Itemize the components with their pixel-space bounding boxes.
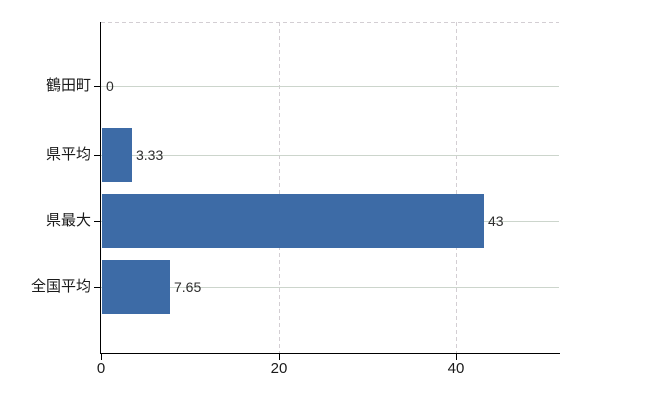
y-axis-tick [94, 155, 100, 156]
bar [102, 194, 484, 248]
category-label: 全国平均 [30, 278, 91, 295]
horizontal-gridline [101, 86, 559, 87]
y-axis-line [100, 22, 101, 354]
x-axis-tick [279, 354, 280, 360]
x-tick-label: 0 [96, 360, 106, 377]
vertical-gridline [279, 22, 280, 353]
vertical-gridline [456, 22, 457, 353]
horizontal-gridline [101, 287, 559, 288]
bar-value-label: 7.65 [174, 279, 202, 295]
bar [102, 128, 132, 182]
x-axis-line [100, 353, 560, 354]
category-label: 県最大 [45, 212, 91, 229]
bar-value-label: 3.33 [136, 147, 164, 163]
plot-top-border [101, 22, 559, 23]
bar [102, 260, 170, 314]
category-label: 鶴田町 [45, 77, 91, 94]
category-label: 県平均 [45, 146, 91, 163]
horizontal-gridline [101, 155, 559, 156]
x-tick-label: 20 [270, 360, 288, 377]
x-tick-label: 40 [447, 360, 465, 377]
y-axis-tick [94, 221, 100, 222]
y-axis-tick [94, 86, 100, 87]
bar-value-label: 43 [488, 213, 504, 229]
bar-value-label: 0 [106, 78, 114, 94]
y-axis-tick [94, 287, 100, 288]
x-axis-tick [456, 354, 457, 360]
x-axis-tick [101, 354, 102, 360]
